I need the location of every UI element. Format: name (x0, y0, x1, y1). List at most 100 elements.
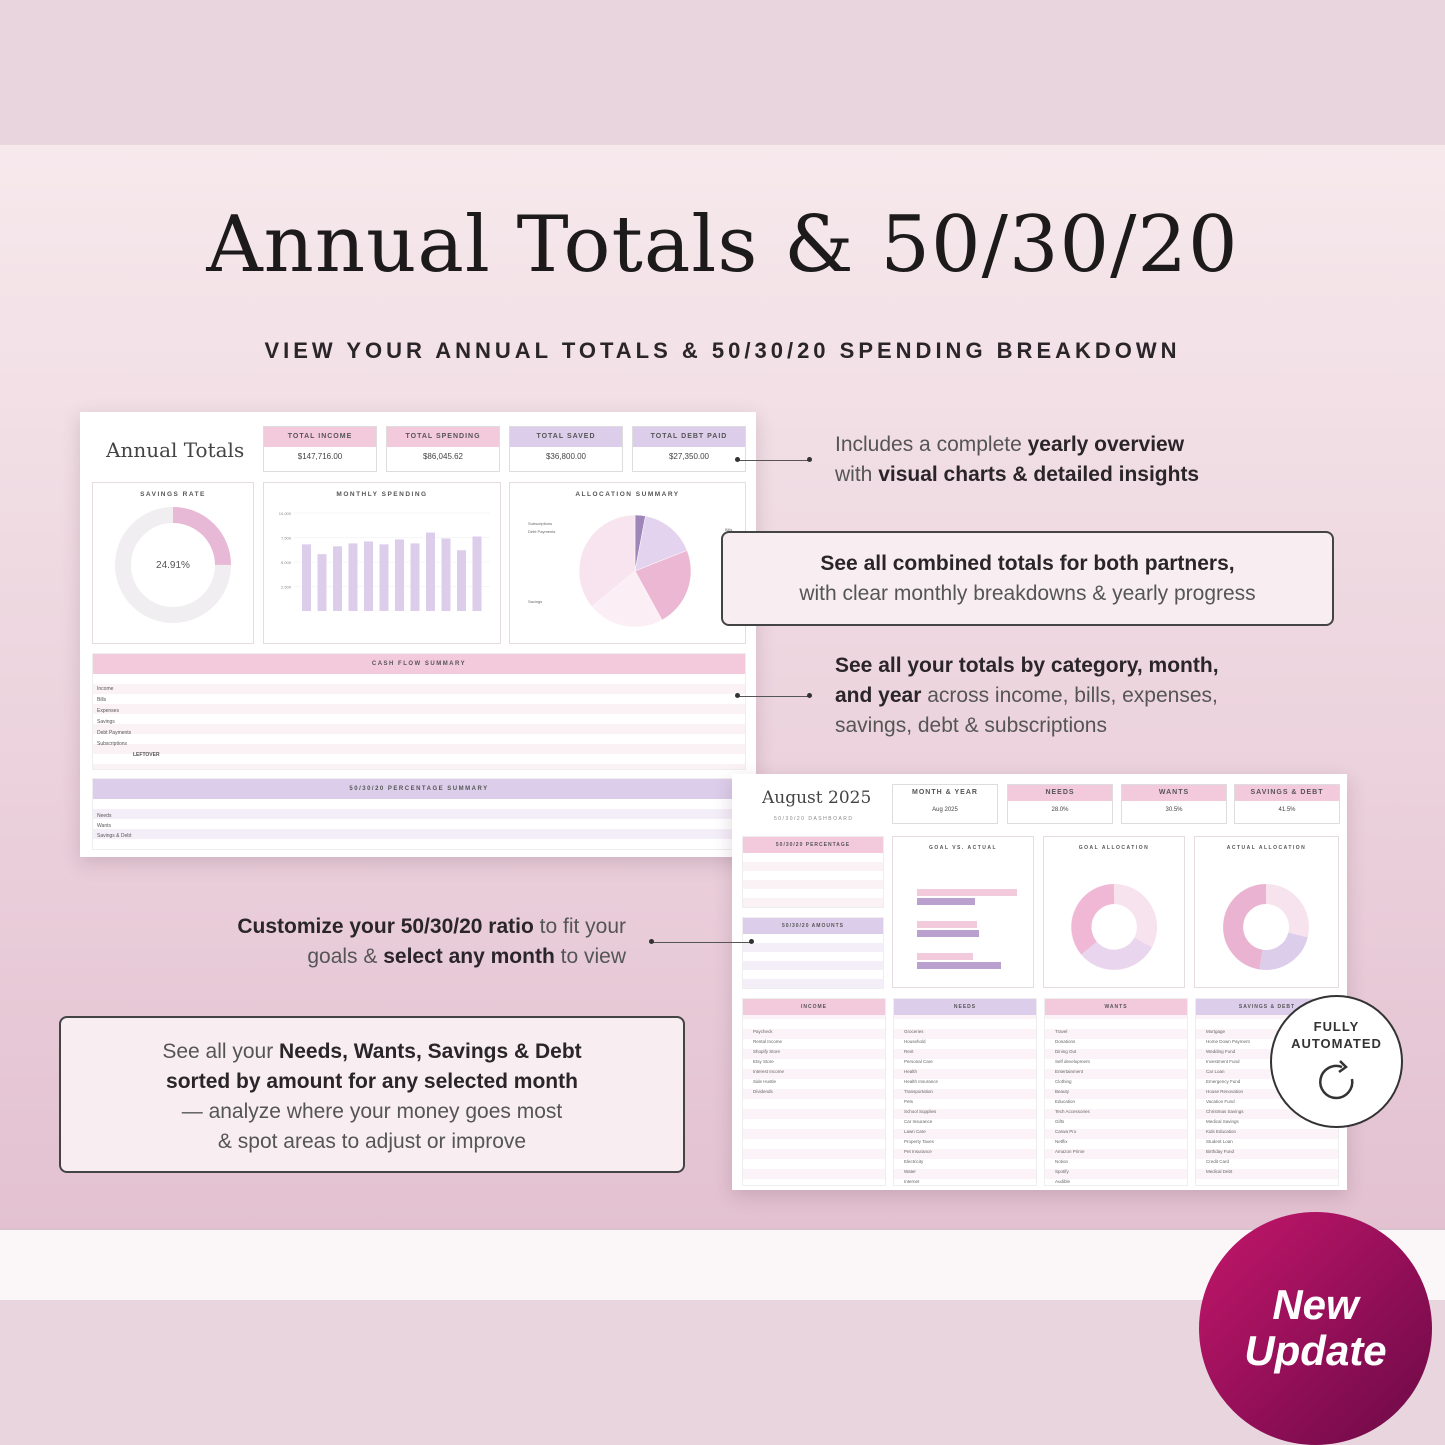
category-list-item: Shopify Store (753, 1049, 781, 1054)
callout-text: goals & (307, 945, 384, 968)
allocation-slice (591, 570, 663, 628)
kpi-value: $27,350.00 (668, 452, 710, 461)
category-list-item: Rental Income (753, 1039, 783, 1044)
kpi-label: TOTAL INCOME (264, 427, 376, 447)
monthly-spending-bar (457, 550, 466, 611)
callout-text: Includes a complete (835, 433, 1028, 456)
goal-vs-actual-chart (917, 889, 1017, 969)
page-subtitle: VIEW YOUR ANNUAL TOTALS & 50/30/20 SPEND… (264, 338, 1181, 363)
category-list-item: Home Down Payment (1206, 1039, 1250, 1044)
cash-flow-row-label: Income (97, 686, 114, 692)
refresh-icon (1318, 1060, 1354, 1100)
kpi-total-debt-paid: TOTAL DEBT PAID $27,350.00 (632, 426, 746, 472)
actual-allocation-title: ACTUAL ALLOCATION (1226, 845, 1307, 851)
callout-bold: See all your totals by category, month, (835, 654, 1219, 677)
badge-new-line1: New (1272, 1281, 1359, 1328)
savings-rate-donut (115, 507, 231, 623)
monthly-spending-bar (441, 538, 451, 611)
category-list-title: INCOME (743, 999, 885, 1015)
callout-bold: yearly overview (1027, 433, 1185, 456)
callout-text: to view (554, 945, 626, 968)
monthly-spending-chart: 10,000 7,500 5,000 2,500 (279, 511, 490, 611)
percentage-summary-row-label: Wants (97, 823, 111, 829)
percentage-summary-row-label: Needs (97, 813, 112, 819)
kpi-value: 30.5% (1165, 807, 1183, 813)
callout-bold: See all combined totals for both partner… (820, 552, 1235, 575)
cash-flow-row-label: Debt Payments (97, 730, 132, 736)
category-list-item: Student Loan (1206, 1139, 1233, 1144)
kpi-value: 28.0% (1051, 807, 1069, 813)
monthly-spending-bar (426, 532, 435, 611)
percentage-box-rows (743, 853, 883, 907)
monthly-spending-bar (379, 544, 389, 611)
callout-bold: sorted by amount for any selected month (166, 1070, 578, 1093)
percentage-summary-section: 50/30/20 PERCENTAGE SUMMARY Needs Wants Sa… (92, 778, 746, 850)
category-list-item: Rent (904, 1049, 914, 1054)
y-tick-label: 2,500 (281, 585, 292, 590)
percentage-box-title: 50/30/20 PERCENTAGE (743, 837, 883, 853)
category-list-item: Pets (904, 1099, 914, 1104)
kpi-month-year: MONTH & YEAR Aug 2025 (892, 784, 998, 824)
top-band (0, 0, 1445, 145)
callout-bold: and year (835, 684, 922, 707)
leader-dot (749, 939, 754, 944)
allocation-label: Subscriptions (528, 521, 552, 526)
category-list-wants: WANTS Travel Donations Dining Out Self devel… (1044, 998, 1188, 1186)
kpi-label: NEEDS (1008, 785, 1112, 801)
monthly-spending-bar (333, 546, 342, 611)
leader-dot (807, 693, 812, 698)
leader-dot (807, 457, 812, 462)
kpi-label: TOTAL SAVED (510, 427, 622, 447)
callout-bold: visual charts & detailed insights (878, 463, 1200, 486)
callout-text: across income, bills, expenses, (921, 684, 1218, 707)
kpi-total-saved: TOTAL SAVED $36,800.00 (509, 426, 623, 472)
kpi-needs: NEEDS 28.0% (1007, 784, 1113, 824)
category-list-item: Internet (904, 1179, 920, 1184)
savings-rate-value: 24.91% (156, 560, 190, 571)
new-update-badge: New Update (1199, 1212, 1432, 1445)
category-list-needs: NEEDS Groceries Household Rent Personal Care… (893, 998, 1037, 1186)
category-list-item: Travel (1055, 1029, 1068, 1034)
category-list-title: NEEDS (894, 999, 1036, 1015)
category-list-savings-debt: SAVINGS & DEBT Mortgage Home Down Payment W… (1195, 998, 1339, 1186)
cash-flow-row-label: Bills (97, 697, 107, 703)
category-list-title: WANTS (1045, 999, 1187, 1015)
monthly-spending-card: MONTHLY SPENDING 10,000 7,500 5,000 2,500 (263, 482, 501, 644)
callout-bold: Needs, Wants, Savings & Debt (279, 1040, 582, 1063)
category-list-item: Investment Fund (1206, 1059, 1240, 1064)
monthly-spending-bar (410, 543, 420, 611)
callout-bold: select any month (383, 945, 555, 968)
percentage-summary-row-label: Savings & Debt (97, 833, 132, 839)
monthly-spending-bar (472, 536, 482, 611)
category-list-item: Car Insurance (904, 1119, 933, 1124)
callout-text: savings, debt & subscriptions (835, 714, 1107, 737)
cash-flow-row-label: Savings (97, 719, 115, 725)
goal-allocation-card: GOAL ALLOCATION (1043, 836, 1185, 988)
monthly-spending-bar (395, 539, 404, 611)
category-list-item: Pet Insurance (904, 1149, 932, 1154)
category-list-item: Groceries (904, 1029, 924, 1034)
y-tick-label: 5,000 (281, 560, 292, 565)
cash-flow-table: Income Bills Expenses Savings Debt Payments S… (93, 674, 745, 769)
goal-vs-actual-title: GOAL VS. ACTUAL (928, 845, 998, 851)
amounts-box: 50/30/20 AMOUNTS (742, 917, 884, 989)
cash-flow-section: CASH FLOW SUMMARY Income Bills Expenses Sav… (92, 653, 746, 770)
category-list-item: School Supplies (904, 1109, 937, 1114)
category-list-item: Audible (1055, 1179, 1071, 1184)
fully-automated-badge: FULLY AUTOMATED (1270, 995, 1403, 1128)
category-list-item: Vacation Fund (1206, 1099, 1235, 1104)
kpi-wants: WANTS 30.5% (1121, 784, 1227, 824)
allocation-slice (578, 514, 636, 608)
category-list-item: Credit Card (1206, 1159, 1230, 1164)
monthly-spending-bar (302, 544, 311, 611)
cash-flow-row-label: Expenses (97, 708, 119, 714)
callout-customize-ratio: Customize your 50/30/20 ratio to fit you… (100, 912, 626, 972)
kpi-value: $147,716.00 (297, 452, 343, 461)
callout-text: with (835, 463, 879, 486)
category-list-item: Donations (1055, 1039, 1076, 1044)
allocation-summary-card: ALLOCATION SUMMARY Subscriptions Debt Pay… (509, 482, 746, 644)
kpi-label: WANTS (1122, 785, 1226, 801)
kpi-label: SAVINGS & DEBT (1235, 785, 1339, 801)
category-list-item: Interest Income (753, 1069, 785, 1074)
